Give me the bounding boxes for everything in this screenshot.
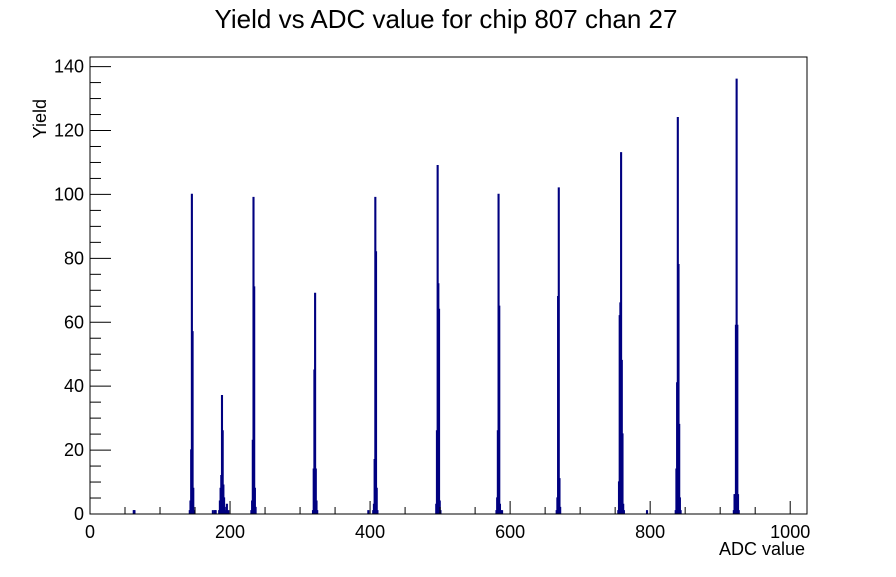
histogram-bin-0-76 (645, 510, 649, 514)
histogram-bin-0-22 (225, 503, 228, 514)
histogram-bin-0-19 (223, 497, 226, 514)
x-tick-label-0: 0 (85, 522, 95, 542)
histogram-bin-0-83 (678, 497, 681, 514)
histogram-bin-0-66 (559, 506, 562, 514)
y-axis-label: Yield (30, 99, 50, 138)
y-tick-label-5: 100 (54, 184, 84, 204)
histogram-bin-0-50 (438, 308, 441, 514)
histogram-bin-0-36 (315, 500, 318, 514)
histogram-bin-0-45 (376, 510, 379, 514)
histogram-bin-0-7 (192, 487, 195, 514)
histogram-bin-0-64 (557, 187, 560, 514)
histogram-bin-0-60 (501, 510, 504, 514)
bars-layer (132, 78, 740, 514)
histogram-bin-0-23 (227, 510, 230, 514)
histogram-bin-0-71 (620, 152, 623, 514)
histogram-bin-0-58 (498, 503, 502, 514)
histogram-bin-0-17 (221, 430, 224, 514)
histogram-bin-0-29 (253, 487, 256, 514)
histogram-bin-0-92 (737, 510, 740, 514)
y-tick-label-3: 60 (64, 312, 84, 332)
y-tick-label-0: 0 (74, 504, 84, 524)
histogram-bin-0-35 (314, 468, 317, 514)
x-tick-label-2: 400 (355, 522, 385, 542)
histogram-bin-0-1 (133, 510, 136, 514)
chart-title: Yield vs ADC value for chip 807 chan 27 (215, 4, 678, 34)
x-tick-label-5: 1000 (770, 522, 810, 542)
histogram-bin-0-38 (367, 510, 370, 514)
histogram-bin-0-74 (622, 503, 625, 514)
y-tick-label-4: 80 (64, 248, 84, 268)
y-tick-label-2: 40 (64, 376, 84, 396)
histogram-bin-0-43 (374, 251, 378, 514)
y-tick-label-6: 120 (54, 121, 84, 141)
histogram-bin-0-75 (622, 510, 625, 514)
x-tick-label-1: 200 (215, 522, 245, 542)
histogram-bin-0-84 (679, 510, 682, 514)
histogram-bin-0-90 (736, 324, 739, 514)
ticks-layer (89, 66, 791, 515)
histogram-bin-0-44 (375, 487, 378, 514)
histogram-bin-0-81 (677, 264, 680, 514)
y-tick-label-7: 140 (54, 57, 84, 77)
histogram-bin-0-89 (735, 78, 738, 514)
histogram-bin-0-57 (498, 305, 501, 514)
histogram-bin-0-8 (192, 510, 196, 514)
histogram-bin-0-65 (558, 478, 561, 514)
x-tick-label-4: 800 (635, 522, 665, 542)
tick-labels-layer: 0 200 400 600 800 1000 0 20 40 60 80 100 120 140 (54, 57, 810, 542)
histogram-bin-0-37 (316, 510, 319, 514)
histogram-bin-0-34 (314, 292, 317, 514)
histogram-bin-0-91 (736, 494, 740, 514)
histogram-bin-0-28 (253, 286, 256, 514)
histogram-bin-0-73 (621, 433, 624, 514)
x-axis-label: ADC value (719, 539, 805, 559)
plot-frame (89, 56, 808, 515)
histogram-bin-0-9 (211, 510, 214, 514)
histogram-bin-0-30 (254, 506, 257, 514)
histogram-bin-0-6 (191, 331, 194, 514)
histogram-bin-0-82 (678, 423, 681, 514)
histogram-bin-0-11 (214, 510, 217, 514)
y-tick-label-1: 20 (64, 440, 84, 460)
x-tick-label-3: 600 (495, 522, 525, 542)
